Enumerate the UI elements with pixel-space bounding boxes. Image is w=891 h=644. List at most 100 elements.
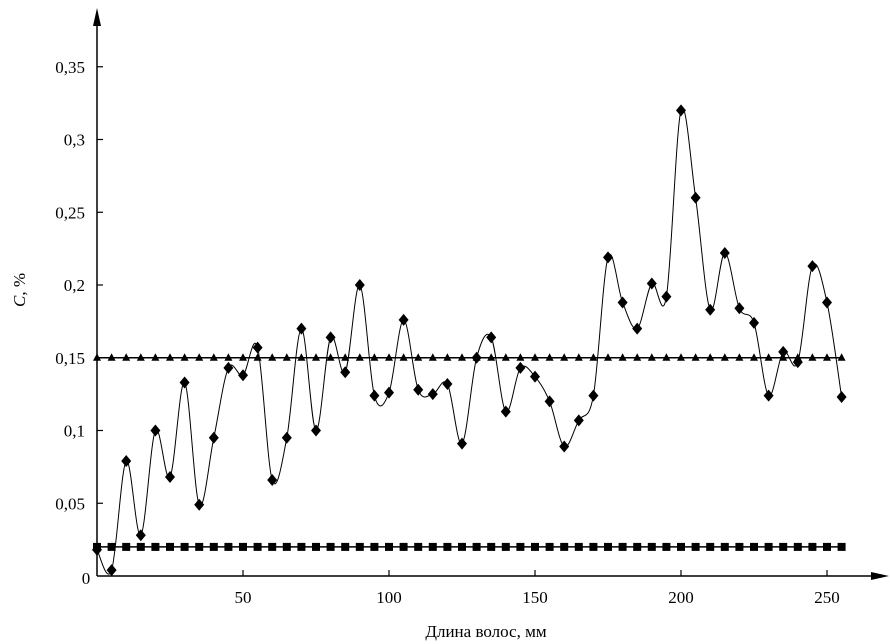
data-point-square bbox=[297, 542, 306, 551]
data-point-triangle bbox=[618, 353, 627, 361]
data-point-square bbox=[312, 542, 320, 551]
ticks-layer: 0,05 0,1 0,15 0,2 0,25 0,3 0,35 50 100 150 200 250 bbox=[55, 58, 840, 607]
data-point-triangle bbox=[808, 353, 817, 361]
data-point-triangle bbox=[662, 353, 671, 361]
data-point-diamond bbox=[822, 296, 832, 309]
data-point-square bbox=[589, 542, 598, 551]
data-point-diamond bbox=[223, 361, 234, 374]
data-point-diamond bbox=[617, 296, 628, 309]
data-point-triangle bbox=[385, 353, 393, 361]
y-tick-label: 0,25 bbox=[55, 203, 85, 222]
data-point-diamond bbox=[515, 361, 526, 374]
data-point-triangle bbox=[297, 353, 306, 361]
data-point-square bbox=[136, 542, 145, 551]
data-point-triangle bbox=[282, 353, 291, 361]
data-point-triangle bbox=[823, 353, 831, 361]
y-axis-arrow bbox=[93, 8, 101, 26]
data-point-diamond bbox=[252, 341, 263, 354]
y-tick-label: 0,35 bbox=[55, 58, 85, 77]
data-point-square bbox=[764, 542, 773, 551]
data-point-triangle bbox=[414, 353, 423, 361]
data-point-triangle bbox=[458, 353, 466, 361]
data-point-triangle bbox=[224, 353, 233, 361]
data-point-diamond bbox=[150, 424, 161, 437]
data-point-diamond bbox=[486, 331, 497, 344]
data-point-triangle bbox=[633, 353, 642, 361]
data-point-diamond bbox=[588, 389, 599, 402]
data-point-square bbox=[166, 542, 174, 551]
data-point-square bbox=[750, 542, 758, 551]
data-point-diamond bbox=[573, 414, 584, 427]
data-point-triangle bbox=[735, 353, 744, 361]
data-point-square bbox=[122, 542, 131, 551]
data-point-triangle bbox=[472, 353, 481, 361]
data-point-square bbox=[107, 542, 116, 551]
data-point-square bbox=[531, 542, 539, 551]
data-point-triangle bbox=[399, 353, 408, 361]
data-point-triangle bbox=[501, 353, 510, 361]
data-point-square bbox=[545, 542, 554, 551]
data-point-triangle bbox=[268, 353, 277, 361]
x-tick-label: 200 bbox=[668, 588, 694, 607]
data-point-triangle bbox=[151, 353, 160, 361]
data-point-diamond bbox=[165, 471, 175, 484]
data-point-square bbox=[239, 542, 247, 551]
x-tick-label: 150 bbox=[522, 588, 548, 607]
y-tick-label: 0,05 bbox=[55, 494, 85, 513]
data-point-triangle bbox=[312, 353, 320, 361]
data-point-diamond bbox=[457, 437, 467, 450]
data-point-triangle bbox=[136, 353, 145, 361]
data-point-triangle bbox=[443, 353, 452, 361]
data-point-square bbox=[793, 542, 802, 551]
data-point-diamond bbox=[121, 455, 132, 468]
data-point-square bbox=[516, 542, 525, 551]
data-point-square bbox=[195, 542, 204, 551]
data-point-square bbox=[370, 542, 379, 551]
origin-label: 0 bbox=[82, 569, 91, 588]
data-point-square bbox=[268, 542, 277, 551]
data-point-triangle bbox=[793, 353, 802, 361]
data-point-square bbox=[735, 542, 744, 551]
data-point-triangle bbox=[487, 353, 496, 361]
data-point-square bbox=[633, 542, 642, 551]
data-point-diamond bbox=[749, 316, 759, 329]
series-diamond-line bbox=[96, 107, 843, 575]
data-point-triangle bbox=[647, 353, 656, 361]
data-point-diamond bbox=[413, 383, 424, 396]
data-point-diamond bbox=[325, 331, 336, 344]
data-point-triangle bbox=[428, 353, 437, 361]
data-point-diamond bbox=[354, 279, 365, 291]
data-point-square bbox=[428, 542, 437, 551]
data-point-triangle bbox=[560, 353, 569, 361]
data-point-triangle bbox=[720, 353, 729, 361]
data-point-diamond bbox=[705, 303, 716, 316]
data-point-square bbox=[618, 542, 627, 551]
data-point-square bbox=[282, 542, 291, 551]
data-point-triangle bbox=[691, 353, 700, 361]
x-tick-label: 250 bbox=[814, 588, 840, 607]
data-point-triangle bbox=[122, 353, 131, 361]
data-point-square bbox=[691, 542, 700, 551]
data-point-square bbox=[487, 542, 496, 551]
data-point-square bbox=[472, 542, 481, 551]
data-point-diamond bbox=[763, 389, 774, 402]
data-point-square bbox=[823, 542, 831, 551]
data-point-triangle bbox=[166, 353, 174, 361]
data-point-diamond bbox=[734, 302, 745, 315]
data-point-diamond bbox=[208, 431, 219, 444]
data-point-square bbox=[253, 542, 262, 551]
data-point-square bbox=[224, 542, 233, 551]
data-point-square bbox=[779, 542, 788, 551]
data-point-diamond bbox=[559, 440, 570, 453]
data-point-triangle bbox=[764, 353, 773, 361]
series-layer bbox=[92, 104, 847, 577]
data-point-diamond bbox=[296, 322, 307, 335]
data-point-triangle bbox=[604, 353, 612, 361]
y-axis-title-symbol: C bbox=[10, 295, 29, 307]
data-point-triangle bbox=[750, 353, 758, 361]
data-point-diamond bbox=[179, 376, 190, 389]
data-point-triangle bbox=[355, 353, 364, 361]
data-point-triangle bbox=[589, 353, 598, 361]
data-point-square bbox=[414, 542, 423, 551]
data-point-triangle bbox=[341, 353, 350, 361]
